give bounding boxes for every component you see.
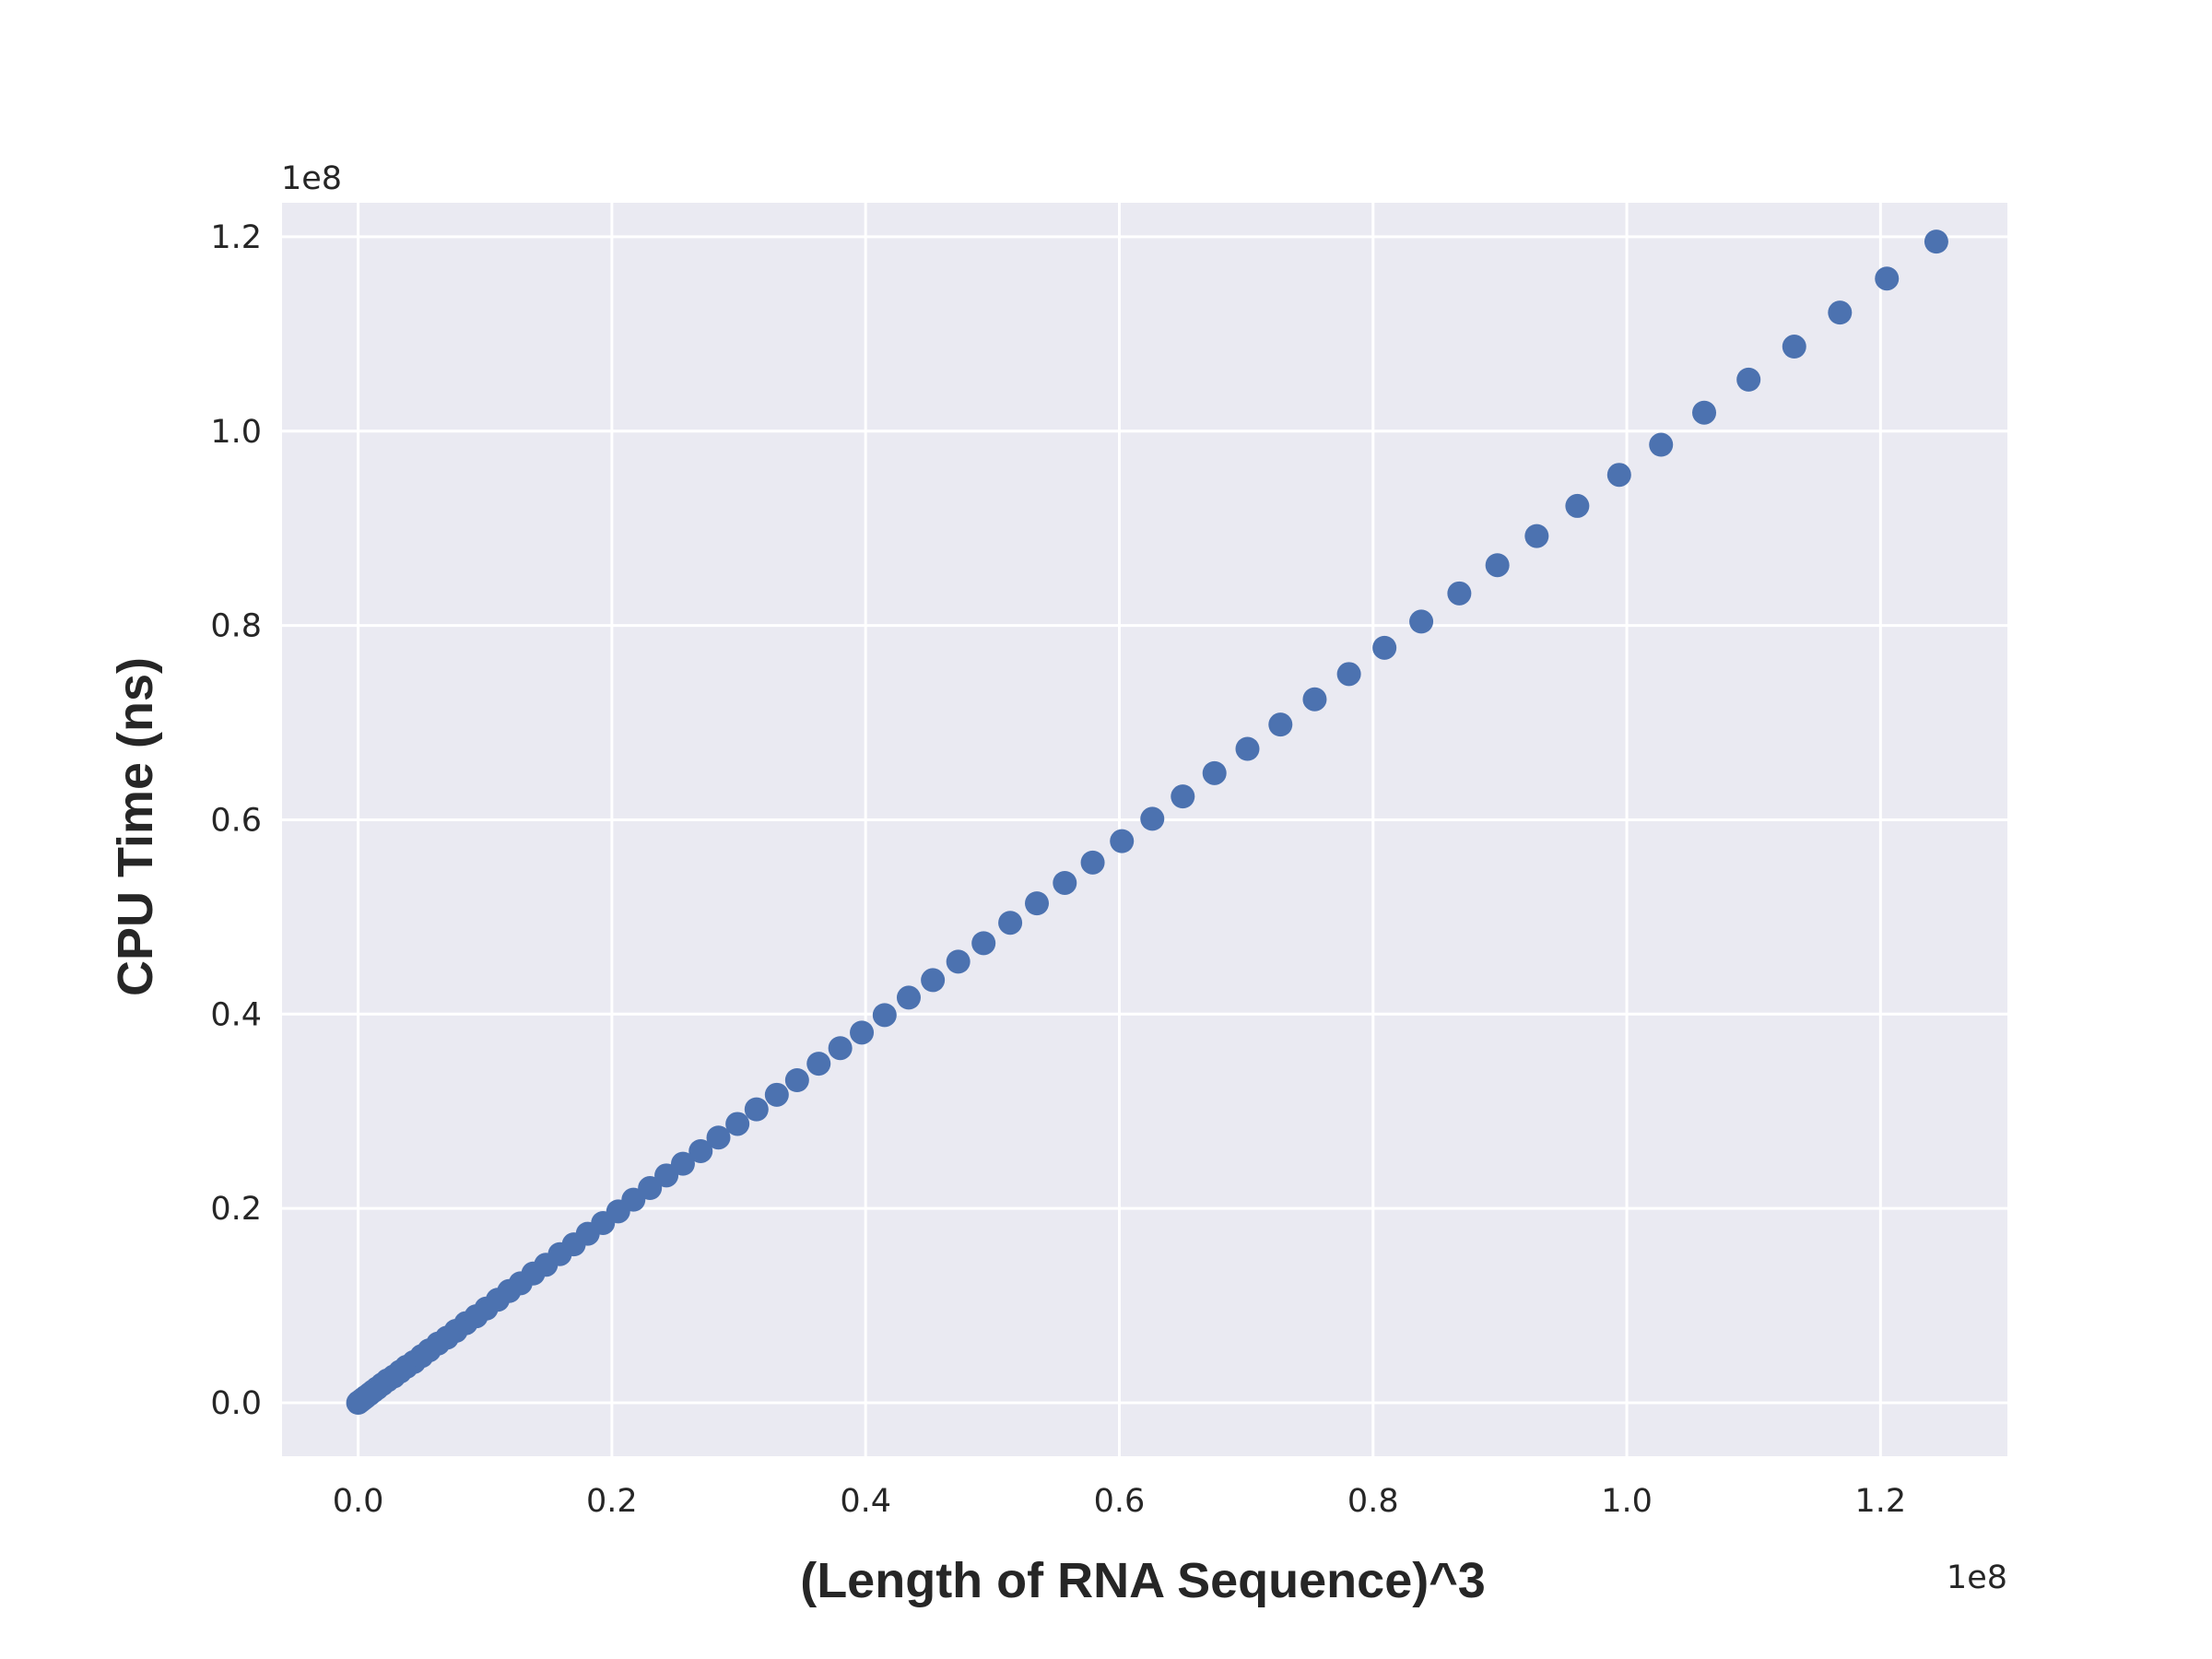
x-tick-label: 0.0: [333, 1483, 384, 1520]
data-point: [998, 911, 1023, 935]
x-tick-label: 0.8: [1347, 1483, 1399, 1520]
data-point: [706, 1125, 731, 1150]
data-point: [850, 1020, 875, 1045]
data-point: [670, 1151, 695, 1176]
x-offset-label: 1e8: [1947, 1559, 2007, 1596]
data-point: [806, 1052, 831, 1077]
data-point: [1302, 687, 1327, 712]
data-point: [896, 985, 921, 1010]
data-point: [1110, 829, 1135, 853]
data-point: [1140, 806, 1165, 831]
y-tick-label: 1.0: [210, 414, 262, 451]
data-point: [784, 1068, 809, 1092]
y-tick-label: 0.0: [210, 1385, 262, 1422]
data-point: [1372, 635, 1397, 660]
data-point: [1606, 463, 1631, 488]
x-tick-label: 0.2: [586, 1483, 638, 1520]
data-point: [1649, 432, 1674, 457]
data-point: [1268, 712, 1293, 737]
data-point: [1524, 524, 1549, 548]
data-point: [872, 1003, 897, 1028]
data-point: [638, 1176, 663, 1201]
data-point: [1409, 609, 1434, 634]
data-point: [828, 1036, 853, 1061]
data-point: [1235, 736, 1260, 761]
y-offset-label: 1e8: [281, 160, 342, 197]
data-point: [1053, 870, 1077, 895]
data-point: [1171, 784, 1195, 809]
y-tick-labels: 0.0 0.2 0.4 0.6 0.8 1.0 1.2: [210, 219, 262, 1422]
data-point: [1336, 662, 1361, 687]
data-point: [1875, 266, 1900, 291]
data-point: [1485, 553, 1510, 578]
data-point: [1828, 300, 1853, 325]
y-tick-label: 1.2: [210, 219, 262, 256]
x-tick-label: 1.2: [1855, 1483, 1907, 1520]
data-point: [946, 949, 971, 974]
data-point: [971, 931, 996, 956]
data-point: [1782, 335, 1806, 359]
y-tick-label: 0.2: [210, 1191, 262, 1228]
y-tick-label: 0.8: [210, 608, 262, 645]
y-tick-label: 0.4: [210, 996, 262, 1033]
y-axis-title: CPU Time (ns): [108, 657, 163, 996]
data-point: [1736, 367, 1761, 392]
data-point: [1692, 400, 1717, 425]
data-point: [1080, 850, 1105, 875]
y-tick-label: 0.6: [210, 802, 262, 839]
data-point: [1447, 581, 1472, 606]
x-tick-label: 0.6: [1094, 1483, 1146, 1520]
x-tick-label: 1.0: [1601, 1483, 1653, 1520]
data-point: [1202, 760, 1227, 785]
data-point: [1565, 493, 1590, 518]
x-tick-labels: 0.0 0.2 0.4 0.6 0.8 1.0 1.2: [333, 1483, 1906, 1520]
data-point: [1924, 229, 1948, 254]
data-point: [764, 1082, 789, 1107]
x-axis-title: (Length of RNA Sequence)^3: [800, 1553, 1486, 1608]
data-point: [744, 1097, 769, 1122]
data-points: [346, 229, 1948, 1416]
x-tick-label: 0.4: [840, 1483, 891, 1520]
data-point: [688, 1138, 713, 1163]
data-point: [725, 1112, 750, 1136]
data-point: [1025, 891, 1049, 916]
data-point: [921, 968, 946, 993]
